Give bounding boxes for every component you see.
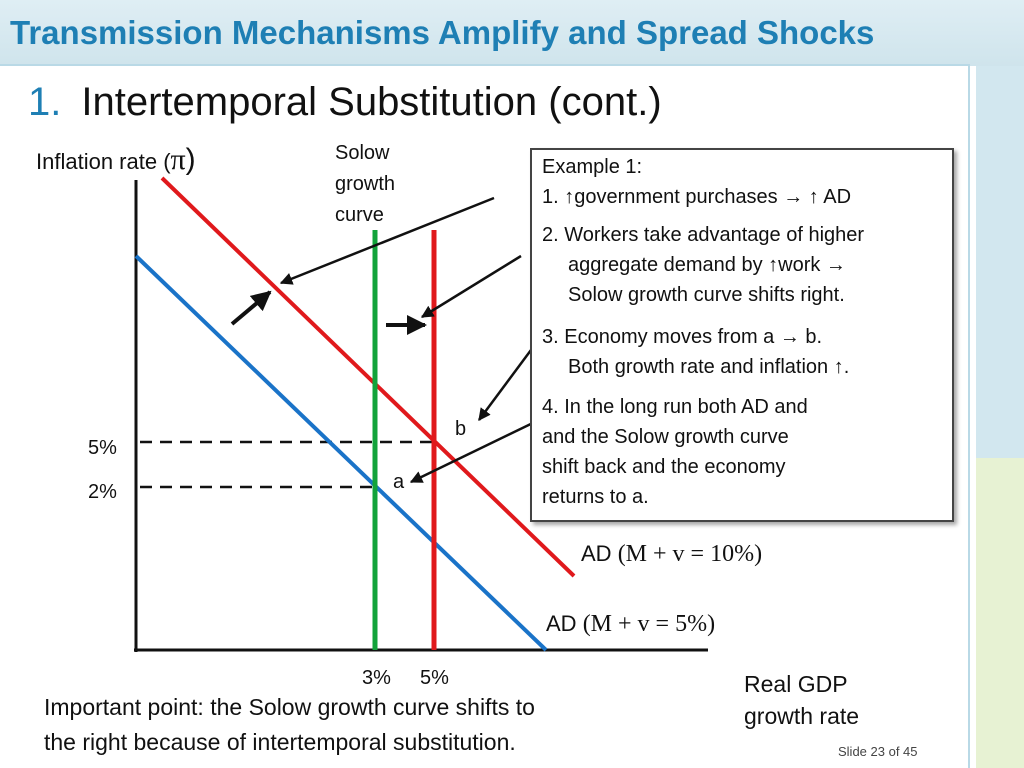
ad-high-prefix: AD xyxy=(581,541,612,566)
pointer-to-solow-shift xyxy=(420,254,522,319)
important-note: Important point: the Solow growth curve … xyxy=(44,690,535,760)
callout-step4-line3: shift back and the economy xyxy=(542,456,786,478)
ad-low-formula: (M + v = 5%) xyxy=(582,611,716,637)
callout-step2-line1: 2. Workers take advantage of higher xyxy=(542,224,865,246)
ad-high-label: AD (M + v = 10%) xyxy=(581,541,762,568)
solow-label-line1: Solow xyxy=(335,142,390,164)
callout-example-title: Example 1: xyxy=(542,156,643,178)
x-axis-label-line2: growth rate xyxy=(744,703,860,729)
content-frame xyxy=(0,64,970,768)
callout-step3-line1: 3. Economy moves from a → b. xyxy=(542,326,823,348)
x-tick-3pct: 3% xyxy=(362,667,391,689)
important-note-line1: Important point: the Solow growth curve … xyxy=(44,694,535,720)
callout-step3-line2: Both growth rate and inflation ↑. xyxy=(568,356,850,378)
y-axis-label-text: Inflation rate ( xyxy=(36,149,171,174)
y-tick-2pct: 2% xyxy=(88,481,117,503)
x-axis-label-line1: Real GDP xyxy=(744,671,848,697)
slide-title: Transmission Mechanisms Amplify and Spre… xyxy=(10,14,875,51)
solow-curve-label: Solow growth curve xyxy=(335,138,395,231)
callout-step1: 1. ↑government purchases → ↑ AD xyxy=(542,186,852,208)
subtitle-text: Intertemporal Substitution (cont.) xyxy=(81,80,662,124)
ad-low-prefix: AD xyxy=(546,611,577,636)
side-decoration-green xyxy=(976,458,1024,768)
solow-label-line3: curve xyxy=(335,204,384,226)
header-bar xyxy=(0,0,1024,66)
slide-number: Slide 23 of 45 xyxy=(838,744,918,759)
point-a-label: a xyxy=(393,471,405,493)
ad-low-label: AD (M + v = 5%) xyxy=(546,611,715,638)
subtitle: 1. Intertemporal Substitution (cont.) xyxy=(28,80,662,125)
callout-step4-line2: and the Solow growth curve xyxy=(542,426,789,448)
point-b-label: b xyxy=(455,418,467,440)
pi-symbol: π xyxy=(170,143,186,176)
ad-curve-high xyxy=(160,176,576,578)
example-callout-box: Example 1: 1. ↑government purchases → ↑ … xyxy=(530,148,954,522)
y-tick-5pct: 5% xyxy=(88,437,117,459)
ad-curve-low xyxy=(134,254,548,652)
subtitle-number: 1. xyxy=(28,80,62,124)
side-decoration-blue xyxy=(976,66,1024,458)
callout-step4-line4: returns to a. xyxy=(542,486,649,508)
x-axis-label: Real GDP growth rate xyxy=(744,668,859,732)
ad-shift-arrow xyxy=(230,290,272,326)
ad-high-formula: (M + v = 10%) xyxy=(617,541,763,567)
y-axis-label: Inflation rate (π) xyxy=(36,143,196,177)
pointer-to-point-b xyxy=(477,349,533,422)
important-note-line2: the right because of intertemporal subst… xyxy=(44,729,516,755)
callout-step2-line3: Solow growth curve shifts right. xyxy=(568,284,845,306)
callout-step2-line2: aggregate demand by ↑work → xyxy=(568,254,846,276)
pointer-to-ad-curve xyxy=(279,196,495,285)
solow-label-line2: growth xyxy=(335,173,396,195)
pointer-to-point-a xyxy=(409,418,540,484)
y-axis-label-close: ) xyxy=(185,143,196,176)
callout-step4-line1: 4. In the long run both AD and xyxy=(542,396,808,418)
x-tick-5pct: 5% xyxy=(420,667,449,689)
